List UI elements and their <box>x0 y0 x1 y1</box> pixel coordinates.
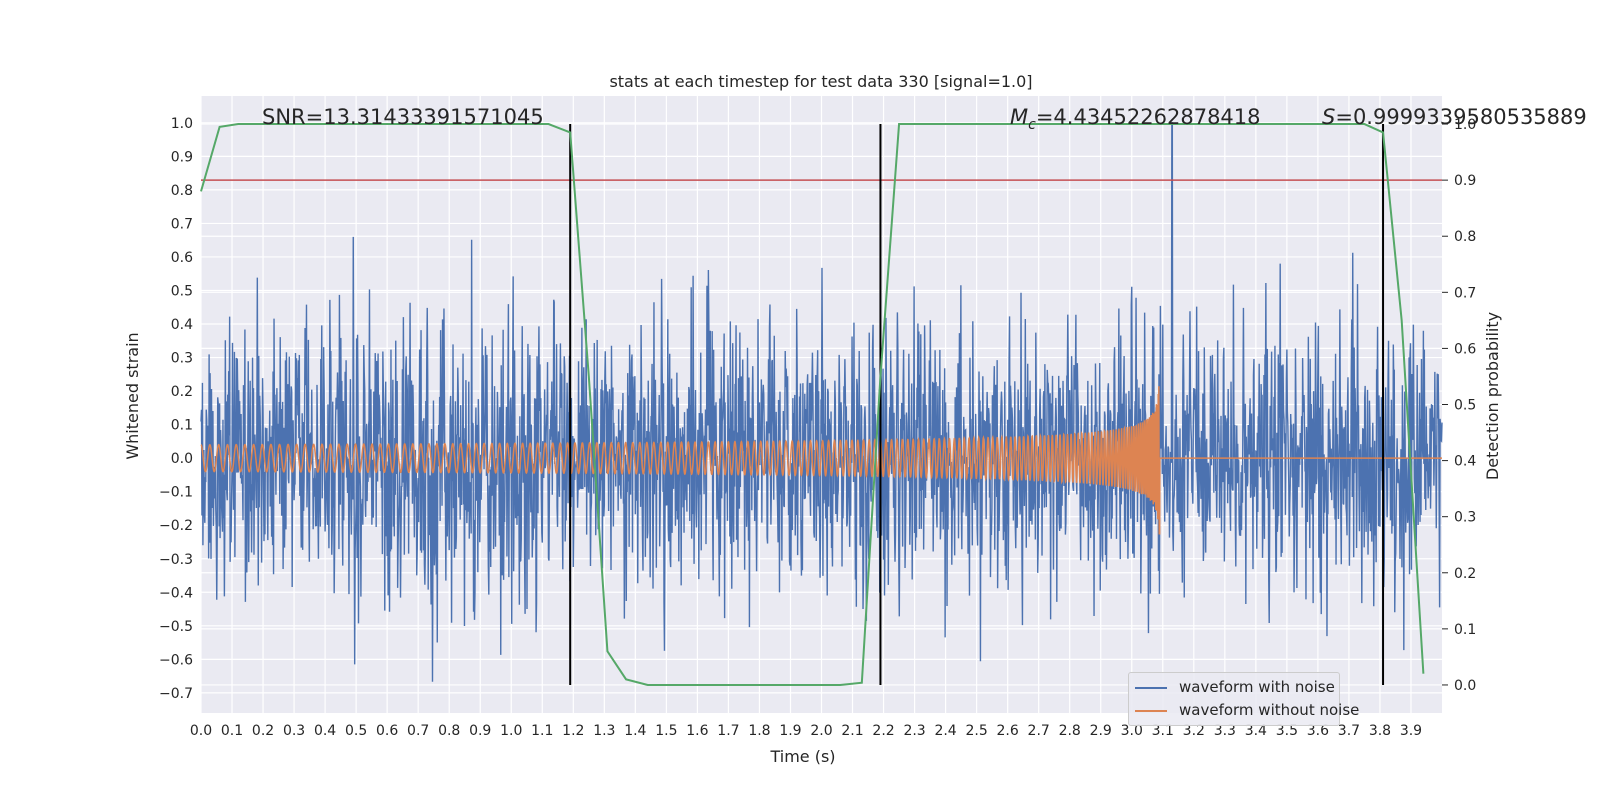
series-layer <box>200 122 1443 686</box>
x-tick-label: 0.8 <box>438 723 460 739</box>
y-tick-label: −0.2 <box>159 518 193 534</box>
y2-tick-label: 0.0 <box>1454 678 1476 694</box>
y2-tick-label: 0.9 <box>1454 173 1476 189</box>
score-value: =0.9999339580535889 <box>1335 105 1586 129</box>
y2-tick-label: 0.7 <box>1454 285 1476 301</box>
y-tick-label: 0.4 <box>171 317 193 333</box>
x-tick-label: 0.0 <box>190 723 212 739</box>
x-tick-label: 1.3 <box>593 723 615 739</box>
chart-title: stats at each timestep for test data 330… <box>609 72 1032 91</box>
legend-label-noisy: waveform with noise <box>1179 678 1335 696</box>
y-tick-label: 0.1 <box>171 418 193 434</box>
legend-swatch-clean <box>1135 709 1167 712</box>
x-tick-label: 3.4 <box>1245 723 1267 739</box>
snr-annotation: SNR=13.31433391571045 <box>262 105 544 129</box>
x-tick-label: 1.1 <box>531 723 553 739</box>
x-tick-label: 3.3 <box>1214 723 1236 739</box>
score-symbol: S <box>1322 105 1335 129</box>
x-tick-label: 3.5 <box>1276 723 1298 739</box>
series-noisy-waveform <box>200 122 1443 682</box>
y-tick-label: 0.9 <box>171 149 193 165</box>
y-tick-label: −0.5 <box>159 619 193 635</box>
x-tick-label: 1.9 <box>779 723 801 739</box>
y-tick-label: −0.7 <box>159 686 193 702</box>
y2-tick-label: 0.5 <box>1454 398 1476 414</box>
x-tick-label: 3.6 <box>1307 723 1329 739</box>
x-tick-label: 3.2 <box>1183 723 1205 739</box>
y-tick-label: 0.0 <box>171 451 193 467</box>
y2-tick-label: 0.2 <box>1454 566 1476 582</box>
x-tick-label: 1.6 <box>686 723 708 739</box>
y-tick-label: −0.3 <box>159 552 193 568</box>
x-tick-label: 2.7 <box>1028 723 1050 739</box>
chirp-mass-value: =4.43452262878418 <box>1036 105 1261 129</box>
x-tick-label: 0.2 <box>252 723 274 739</box>
chirp-mass-annotation: Mc=4.43452262878418 <box>1010 105 1261 133</box>
y2-tick-label: 0.1 <box>1454 622 1476 638</box>
x-tick-label: 0.6 <box>376 723 398 739</box>
y2-tick-label: 0.8 <box>1454 229 1476 245</box>
axes: −0.7 −0.6 −0.5 −0.4 −0.3 −0.2 −0.1 0.0 0.1 0.2 0.3… <box>159 116 1476 739</box>
y-tick-label: 0.3 <box>171 351 193 367</box>
y-tick-label: 0.2 <box>171 384 193 400</box>
x-tick-label: 3.1 <box>1152 723 1174 739</box>
x-tick-label: 1.5 <box>655 723 677 739</box>
x-tick-label: 1.7 <box>717 723 739 739</box>
x-tick-label: 2.4 <box>934 723 956 739</box>
series-clean-waveform <box>200 386 1442 535</box>
y-tick-label: −0.4 <box>159 585 193 601</box>
legend-swatch-noisy <box>1135 686 1167 689</box>
x-tick-label: 0.9 <box>469 723 491 739</box>
x-tick-label: 0.1 <box>221 723 243 739</box>
y-tick-label: 0.5 <box>171 283 193 299</box>
series-detection-probability <box>200 123 1425 686</box>
x-tick-label: 3.7 <box>1338 723 1360 739</box>
x-tick-label: 0.4 <box>314 723 336 739</box>
y2-tick-label: 0.6 <box>1454 341 1476 357</box>
y-tick-label: 1.0 <box>171 116 193 132</box>
x-tick-label: 0.7 <box>407 723 429 739</box>
x-tick-label: 2.8 <box>1059 723 1081 739</box>
y-tick-label: 0.7 <box>171 216 193 232</box>
legend-label-clean: waveform without noise <box>1179 701 1360 719</box>
x-tick-label: 2.1 <box>841 723 863 739</box>
x-tick-label: 2.3 <box>903 723 925 739</box>
x-tick-label: 0.5 <box>345 723 367 739</box>
x-tick-label: 1.0 <box>500 723 522 739</box>
legend: waveform with noise waveform without noi… <box>1128 672 1359 726</box>
chirp-mass-subscript: c <box>1028 117 1036 133</box>
legend-item-noisy: waveform with noise <box>1135 677 1335 697</box>
y2-axis-label: Detection probability <box>1483 312 1502 480</box>
x-tick-label: 2.6 <box>997 723 1019 739</box>
y-tick-label: −0.6 <box>159 652 193 668</box>
x-tick-label: 3.9 <box>1400 723 1422 739</box>
y-tick-label: −0.1 <box>159 485 193 501</box>
y-tick-label: 0.6 <box>171 250 193 266</box>
x-tick-label: 3.8 <box>1369 723 1391 739</box>
x-tick-label: 3.0 <box>1121 723 1143 739</box>
x-axis-label: Time (s) <box>769 747 835 766</box>
x-tick-label: 1.4 <box>624 723 646 739</box>
x-tick-label: 0.3 <box>283 723 305 739</box>
y-axis-label: Whitened strain <box>123 332 142 459</box>
x-tick-label: 1.8 <box>748 723 770 739</box>
score-annotation: S=0.9999339580535889 <box>1322 105 1587 129</box>
y2-tick-label: 0.3 <box>1454 510 1476 526</box>
y2-tick-label: 0.4 <box>1454 454 1476 470</box>
x-tick-label: 2.2 <box>872 723 894 739</box>
y-tick-label: 0.8 <box>171 183 193 199</box>
x-tick-label: 2.0 <box>810 723 832 739</box>
y2-tick-label: 1.0 <box>1454 117 1476 133</box>
x-tick-label: 2.9 <box>1090 723 1112 739</box>
legend-item-clean: waveform without noise <box>1135 700 1359 720</box>
chirp-mass-symbol: M <box>1010 105 1028 129</box>
x-tick-label: 2.5 <box>965 723 987 739</box>
x-tick-label: 1.2 <box>562 723 584 739</box>
